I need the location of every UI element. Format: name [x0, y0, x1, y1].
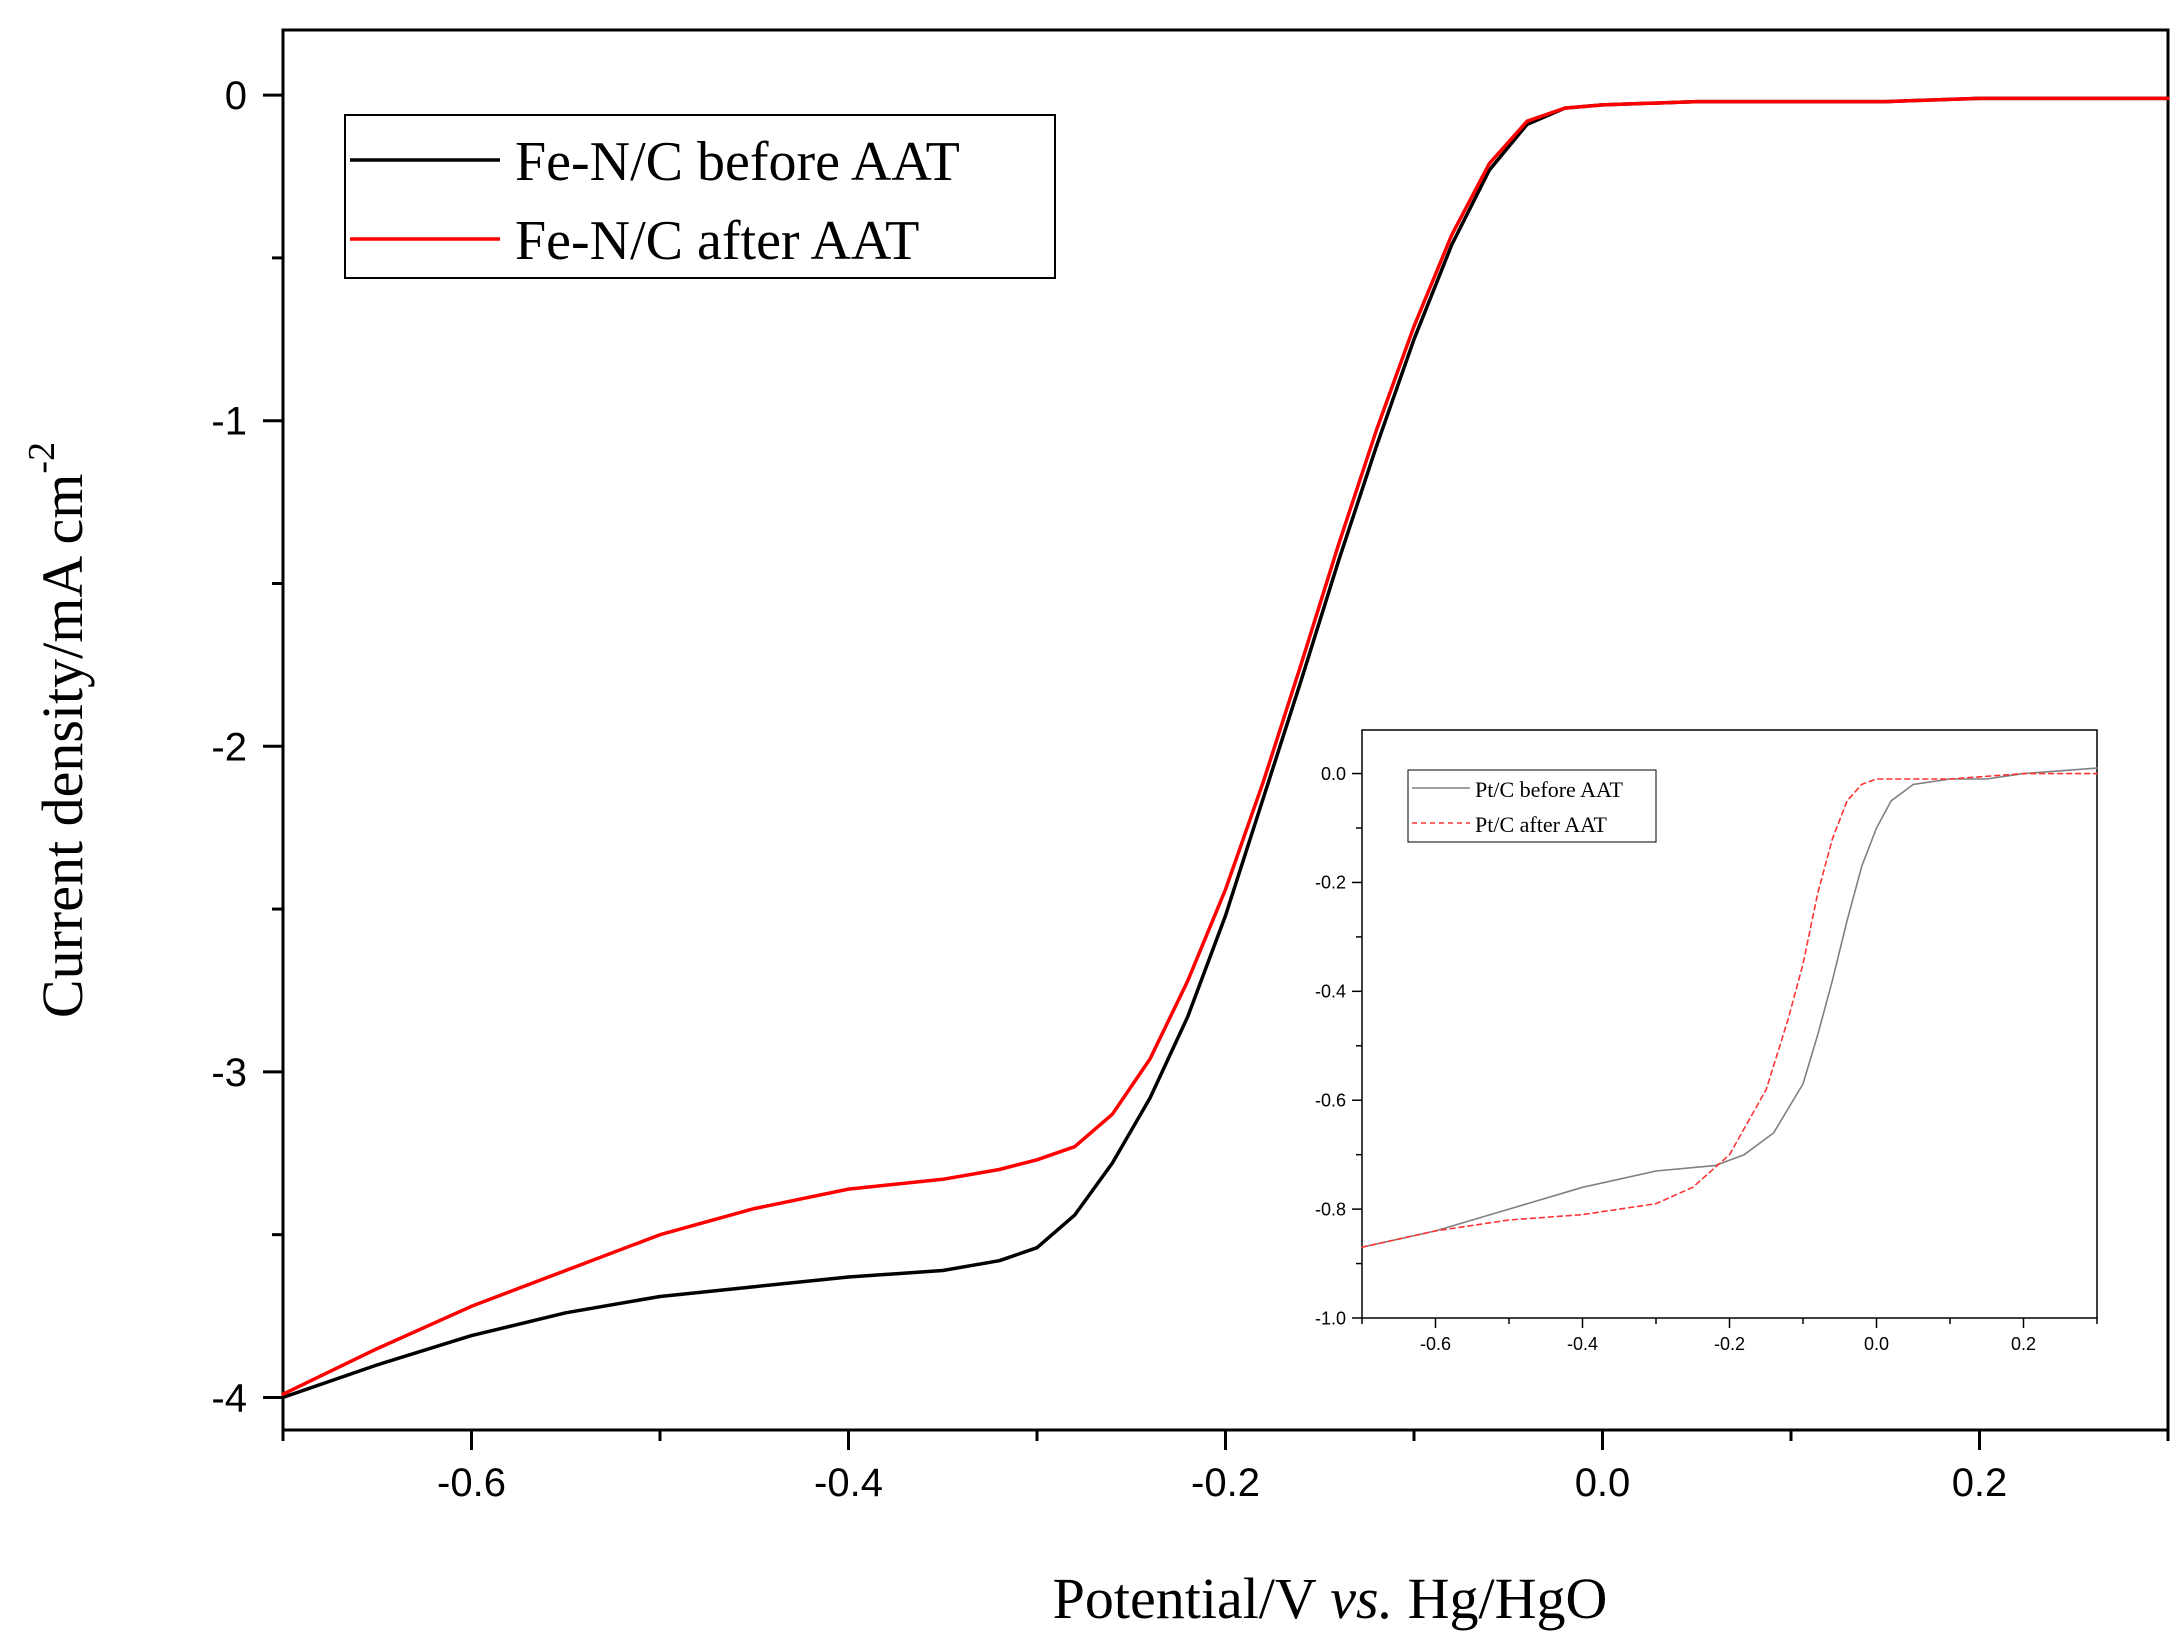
main-chart: -0.6 -0.4 -0.2 0.0 0.2 0 -1 -2 -3 -4 Potential/V …	[21, 28, 2170, 1631]
inset-axis-ticks: -0.6 -0.4 -0.2 0.0 0.2 0.0 -0.2 -0.4 -0.6 -0.8 -1.…	[1315, 764, 2098, 1354]
y-axis-title: Current density/mA cm-2	[21, 442, 95, 1018]
inset-x-tick-label: 0.2	[2011, 1334, 2036, 1354]
main-x-tick-label: -0.2	[1191, 1461, 1260, 1505]
inset-y-tick-label: -0.8	[1315, 1199, 1346, 1219]
main-y-tick-label: -4	[211, 1376, 247, 1420]
inset-chart: -0.6 -0.4 -0.2 0.0 0.2 0.0 -0.2 -0.4 -0.6 -0.8 -1.…	[1315, 729, 2098, 1354]
x-axis-title: Potential/V vs. Hg/HgO	[1053, 1566, 1608, 1631]
inset-y-tick-label: -1.0	[1315, 1308, 1346, 1328]
main-y-tick-label: -3	[211, 1051, 247, 1095]
x-axis-title-suffix: Hg/HgO	[1408, 1566, 1608, 1631]
inset-x-tick-label: 0.0	[1864, 1334, 1889, 1354]
inset-x-tick-label: -0.4	[1567, 1334, 1598, 1354]
main-series-lines	[281, 96, 2170, 1400]
main-x-tick-label: 0.2	[1952, 1461, 2008, 1505]
x-axis-title-italic: vs.	[1330, 1566, 1393, 1631]
main-legend: Fe-N/C before AAT Fe-N/C after AAT	[344, 114, 1056, 279]
x-axis-title-main: Potential/V	[1053, 1566, 1317, 1631]
inset-legend-label-before: Pt/C before AAT	[1475, 777, 1623, 802]
inset-y-tick-label: -0.4	[1315, 982, 1346, 1002]
main-legend-box	[344, 114, 1056, 279]
inset-y-tick-label: 0.0	[1321, 764, 1346, 784]
inset-series-line-after-aat	[1361, 772, 2098, 1248]
main-x-tick-label: 0.0	[1575, 1461, 1631, 1505]
inset-y-tick-label: -0.6	[1315, 1091, 1346, 1111]
inset-legend-label-after: Pt/C after AAT	[1475, 812, 1608, 837]
inset-series-lines	[1361, 767, 2098, 1248]
inset-x-tick-label: -0.2	[1714, 1334, 1745, 1354]
legend-label-before: Fe-N/C before AAT	[515, 131, 960, 193]
inset-legend-box	[1407, 769, 1657, 843]
inset-y-tick-label: -0.2	[1315, 873, 1346, 893]
main-series-line-after-aat	[281, 96, 2170, 1396]
main-axis-ticks: -0.6 -0.4 -0.2 0.0 0.2 0 -1 -2 -3 -4	[211, 74, 2170, 1505]
y-axis-title-main: Current density/mA cm	[30, 474, 95, 1019]
main-x-tick-label: -0.6	[437, 1461, 506, 1505]
inset-legend: Pt/C before AAT Pt/C after AAT	[1407, 769, 1657, 843]
main-y-tick-label: -2	[211, 725, 247, 769]
main-y-tick-label: 0	[225, 74, 247, 118]
inset-series-line-before-aat	[1361, 767, 2098, 1248]
legend-label-after: Fe-N/C after AAT	[515, 210, 919, 272]
y-axis-title-superscript: -2	[21, 442, 63, 474]
inset-x-tick-label: -0.6	[1420, 1334, 1451, 1354]
main-x-tick-label: -0.4	[814, 1461, 883, 1505]
main-y-tick-label: -1	[211, 400, 247, 444]
